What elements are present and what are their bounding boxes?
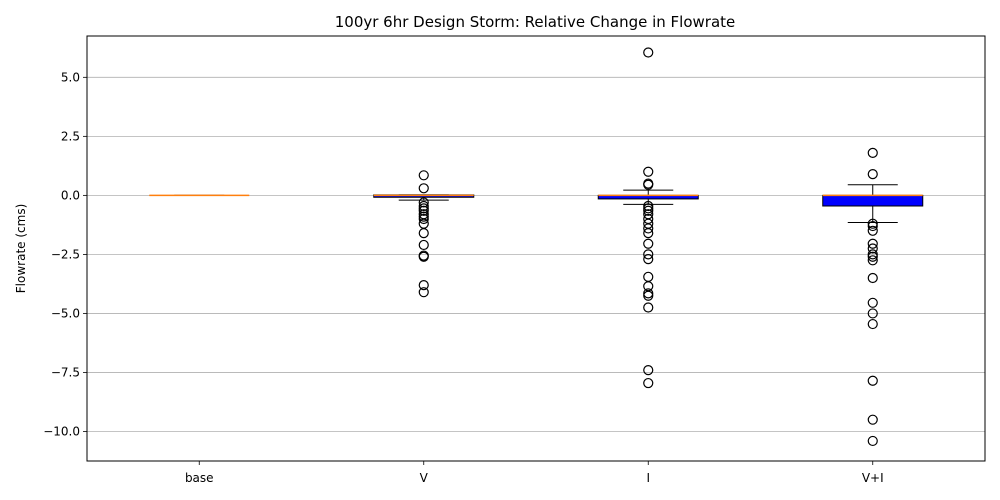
outlier-point xyxy=(867,251,878,262)
plot-frame xyxy=(86,35,986,462)
y-axis-label: Flowrate (cms) xyxy=(14,204,28,293)
outlier-point xyxy=(643,166,654,177)
y-tick-label: −10.0 xyxy=(43,424,80,438)
outlier-point xyxy=(418,287,429,298)
x-tick-label: V+I xyxy=(862,471,884,485)
outlier-point xyxy=(867,255,878,266)
outlier-point xyxy=(643,238,654,249)
x-tick-label: base xyxy=(185,471,214,485)
outlier-point xyxy=(643,290,654,301)
outlier-point xyxy=(418,228,429,239)
box-series xyxy=(149,47,924,447)
outlier-point xyxy=(867,169,878,180)
box-group-vi xyxy=(822,147,924,447)
outlier-point xyxy=(867,243,878,254)
outlier-point xyxy=(418,197,429,208)
outlier-point xyxy=(418,251,429,262)
outlier-point xyxy=(418,239,429,251)
outlier-point xyxy=(418,279,429,291)
outlier-point xyxy=(867,225,878,236)
outlier-point xyxy=(867,318,878,330)
outlier-point xyxy=(643,47,654,58)
outlier-point xyxy=(643,377,654,389)
outlier-point xyxy=(867,308,878,319)
x-tick-label: V xyxy=(420,471,429,485)
outlier-point xyxy=(643,223,654,234)
y-tick-label: 2.5 xyxy=(61,129,80,143)
chart-title: 100yr 6hr Design Storm: Relative Change … xyxy=(335,13,736,31)
outlier-point xyxy=(418,183,429,194)
outlier-point xyxy=(643,205,654,216)
y-tick-label: −7.5 xyxy=(51,365,80,379)
outlier-point xyxy=(643,179,654,190)
outlier-point xyxy=(867,220,878,232)
y-tick-label: −2.5 xyxy=(51,247,80,261)
outlier-point xyxy=(643,249,654,260)
y-tick-label: 5.0 xyxy=(61,70,80,84)
outlier-point xyxy=(643,228,654,239)
outlier-point xyxy=(867,238,878,249)
outlier-point xyxy=(867,147,878,158)
box-group-i xyxy=(597,47,699,389)
outlier-point xyxy=(418,205,429,216)
outlier-point xyxy=(867,414,878,425)
y-tick-label: 0.0 xyxy=(61,188,80,202)
y-axis-ticks: 5.0 2.5 0.0 −2.5 −5.0 −7.5 −10.0 xyxy=(43,70,87,438)
outlier-point xyxy=(643,364,654,376)
x-axis-ticks: base V I V+I xyxy=(185,461,884,485)
x-tick-label: I xyxy=(646,471,650,485)
box-iqr xyxy=(822,194,924,207)
box-group-v xyxy=(373,170,475,298)
outlier-point xyxy=(418,170,429,181)
outlier-point xyxy=(418,213,429,225)
outlier-point xyxy=(867,297,878,308)
outlier-point xyxy=(867,272,878,284)
outlier-point xyxy=(643,302,654,313)
y-tick-label: −5.0 xyxy=(51,306,80,320)
outlier-point xyxy=(867,375,878,386)
outlier-point xyxy=(643,254,654,265)
outlier-point xyxy=(867,435,878,447)
